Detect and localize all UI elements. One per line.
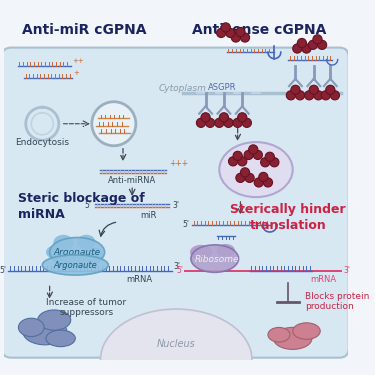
Ellipse shape — [87, 248, 104, 260]
Text: Anti-miRNA: Anti-miRNA — [108, 176, 156, 185]
Circle shape — [304, 91, 314, 100]
Circle shape — [240, 33, 250, 42]
Circle shape — [330, 91, 339, 100]
Ellipse shape — [268, 327, 290, 342]
Text: miR: miR — [141, 211, 157, 220]
Text: 5': 5' — [85, 201, 92, 210]
Text: Sterically hinder
translation: Sterically hinder translation — [230, 203, 346, 232]
Circle shape — [233, 151, 242, 160]
Text: Anti-miR cGPNA: Anti-miR cGPNA — [22, 23, 147, 37]
Ellipse shape — [273, 327, 312, 350]
Circle shape — [309, 85, 318, 94]
Circle shape — [219, 113, 228, 122]
Circle shape — [297, 38, 306, 48]
Circle shape — [201, 113, 210, 122]
Circle shape — [244, 150, 253, 159]
Circle shape — [242, 118, 251, 128]
Circle shape — [206, 118, 215, 128]
FancyBboxPatch shape — [2, 48, 349, 358]
Circle shape — [245, 173, 254, 183]
Circle shape — [314, 91, 323, 100]
Circle shape — [224, 118, 233, 128]
Circle shape — [236, 27, 245, 37]
Circle shape — [238, 157, 247, 166]
Circle shape — [291, 85, 300, 94]
Text: 3': 3' — [174, 262, 180, 272]
Circle shape — [318, 40, 327, 50]
Text: Endocytosis: Endocytosis — [15, 138, 69, 147]
Text: Nucleus: Nucleus — [157, 339, 196, 349]
Text: Cytoplasm: Cytoplasm — [159, 84, 207, 93]
Text: +: + — [74, 70, 80, 76]
Circle shape — [240, 168, 250, 177]
Ellipse shape — [18, 318, 44, 337]
Ellipse shape — [219, 142, 293, 197]
Text: 3': 3' — [172, 201, 180, 210]
Circle shape — [233, 118, 242, 128]
Text: Increase of tumor
suppressors: Increase of tumor suppressors — [46, 298, 126, 318]
Ellipse shape — [50, 237, 105, 267]
Circle shape — [321, 91, 330, 100]
Text: mRNA: mRNA — [310, 275, 336, 284]
Ellipse shape — [38, 310, 71, 330]
Circle shape — [296, 91, 304, 100]
Circle shape — [249, 145, 258, 154]
Text: 3': 3' — [343, 266, 350, 275]
Circle shape — [254, 178, 263, 187]
Text: +++: +++ — [169, 159, 188, 168]
Ellipse shape — [46, 330, 75, 346]
Ellipse shape — [217, 244, 235, 257]
Circle shape — [265, 152, 274, 161]
Circle shape — [313, 35, 322, 44]
Ellipse shape — [293, 323, 320, 339]
Circle shape — [270, 158, 279, 167]
Text: 5': 5' — [177, 266, 183, 275]
Text: Ribosome: Ribosome — [194, 255, 239, 264]
Circle shape — [263, 178, 273, 187]
Circle shape — [215, 118, 224, 128]
Text: Steric blockage of
miRNA: Steric blockage of miRNA — [18, 192, 144, 220]
Circle shape — [326, 85, 335, 94]
Circle shape — [231, 33, 240, 42]
Ellipse shape — [100, 309, 252, 375]
Ellipse shape — [190, 245, 212, 260]
Text: 5': 5' — [182, 220, 189, 229]
Circle shape — [261, 158, 270, 167]
Circle shape — [293, 44, 302, 53]
Text: ++: ++ — [72, 58, 84, 64]
Circle shape — [238, 113, 247, 122]
Circle shape — [253, 150, 262, 159]
Text: ASGPR: ASGPR — [208, 82, 236, 92]
Circle shape — [302, 44, 311, 53]
Circle shape — [286, 91, 296, 100]
Circle shape — [228, 157, 238, 166]
Text: Blocks protein
production: Blocks protein production — [304, 292, 369, 311]
Text: mRNA: mRNA — [126, 275, 153, 284]
Text: Antisense cGPNA: Antisense cGPNA — [192, 23, 326, 37]
Ellipse shape — [23, 319, 67, 345]
Circle shape — [196, 118, 206, 128]
Circle shape — [221, 23, 230, 32]
Circle shape — [236, 173, 245, 183]
Ellipse shape — [77, 235, 96, 249]
Circle shape — [92, 102, 136, 146]
Ellipse shape — [191, 245, 238, 272]
Text: 5': 5' — [0, 266, 6, 275]
Ellipse shape — [42, 255, 108, 275]
Circle shape — [308, 40, 318, 50]
Ellipse shape — [46, 246, 63, 259]
Circle shape — [226, 28, 235, 38]
Text: Argonaute: Argonaute — [54, 248, 101, 256]
Circle shape — [217, 28, 226, 38]
Ellipse shape — [53, 235, 74, 251]
Circle shape — [259, 172, 268, 182]
Text: Argonaute: Argonaute — [53, 261, 97, 270]
